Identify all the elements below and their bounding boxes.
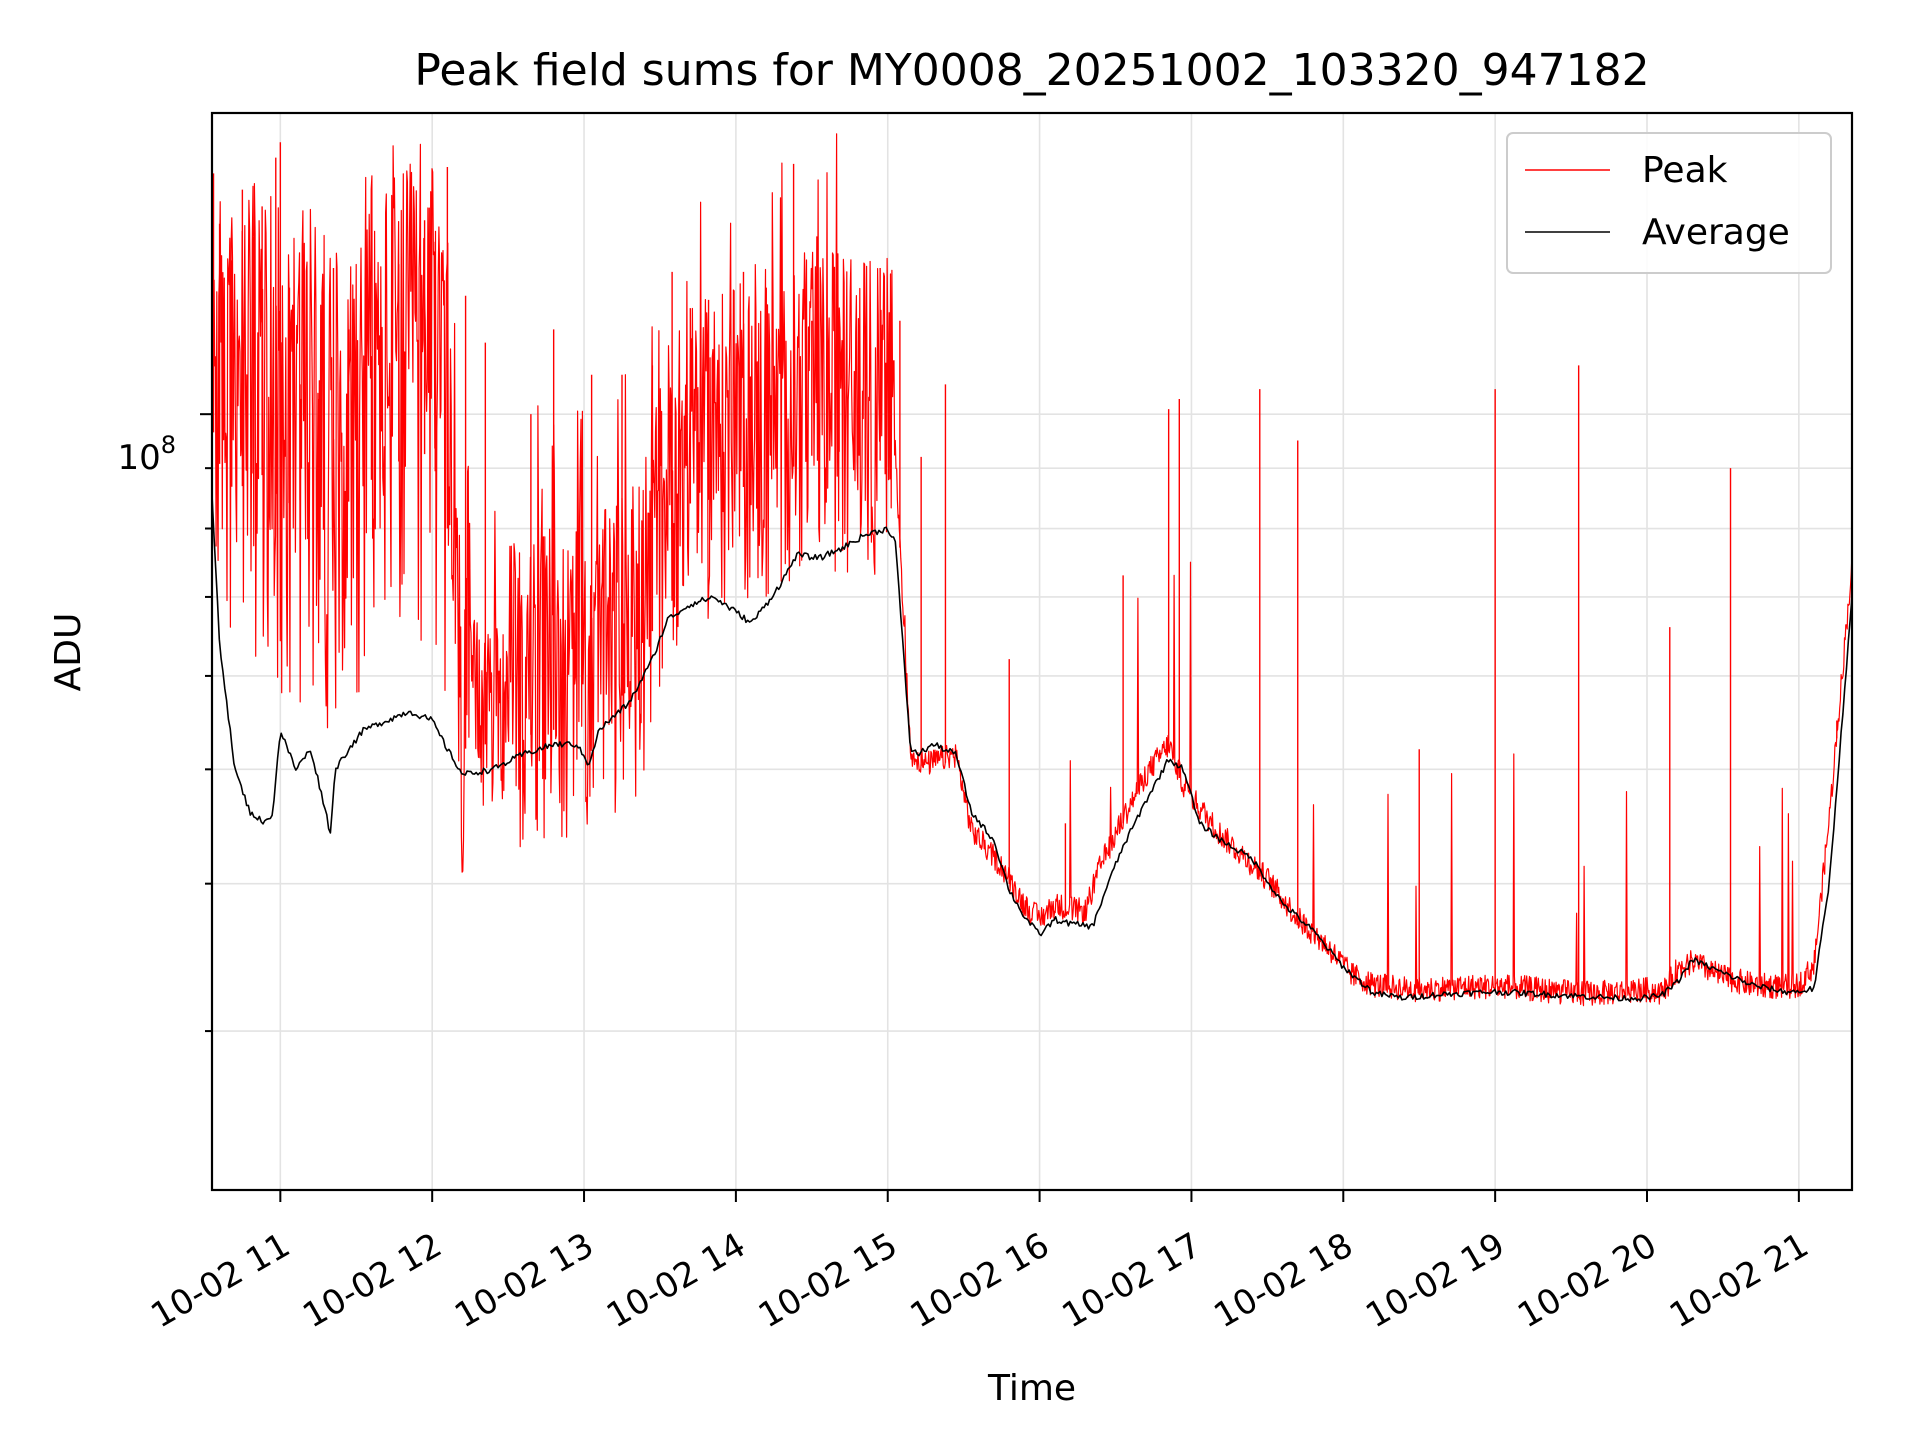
legend-peak-label: Peak bbox=[1642, 150, 1728, 191]
svg-text:108: 108 bbox=[117, 431, 176, 478]
chart-title: Peak field sums for MY0008_20251002_1033… bbox=[414, 45, 1649, 96]
y-axis-label: ADU bbox=[48, 613, 89, 692]
legend-box bbox=[1506, 132, 1832, 274]
y-tick-label-1e8: 108 bbox=[117, 431, 176, 478]
legend-average-label: Average bbox=[1642, 212, 1790, 253]
y-tick-base: 10 bbox=[117, 438, 160, 478]
y-tick-exponent: 8 bbox=[161, 431, 176, 459]
peak-series bbox=[211, 133, 1853, 1007]
average-series bbox=[211, 494, 1853, 1002]
plot-frame bbox=[210, 111, 1854, 1192]
x-axis-label: Time bbox=[987, 1368, 1076, 1409]
average-line bbox=[211, 494, 1853, 1002]
legend: Peak Average bbox=[1506, 132, 1832, 274]
